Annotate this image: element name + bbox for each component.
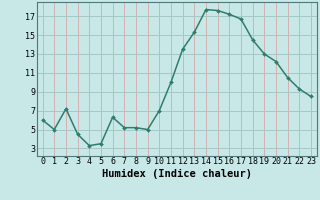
X-axis label: Humidex (Indice chaleur): Humidex (Indice chaleur)	[102, 169, 252, 179]
